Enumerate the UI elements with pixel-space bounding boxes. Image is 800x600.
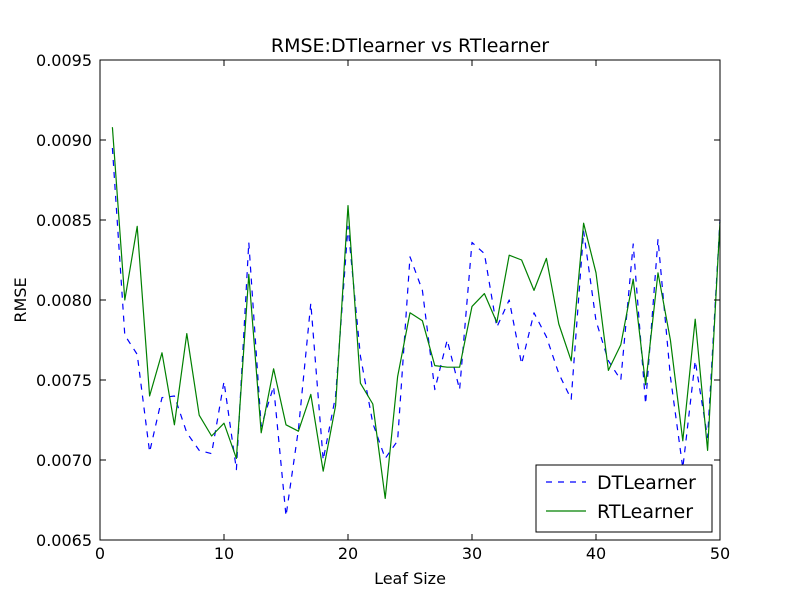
plot-frame: [99, 59, 721, 541]
axis-ticks: 0 10 20 30 40 50 0.0065 0.0070 0.0075 0.0080 0.008…: [36, 51, 730, 563]
y-axis-title: RMSE: [11, 277, 30, 322]
y-tick-label: 0.0075: [36, 371, 92, 390]
x-tick-label: 20: [338, 544, 358, 563]
chart-title: RMSE:DTlearner vs RTlearner: [271, 35, 549, 57]
x-tick-label: 30: [462, 544, 482, 563]
legend: DTLearner RTLearner: [535, 464, 713, 533]
plot-area: [100, 60, 720, 540]
y-tick-label: 0.0065: [36, 531, 92, 550]
y-tick-label: 0.0085: [36, 211, 92, 230]
y-tick-label: 0.0090: [36, 131, 92, 150]
x-tick-label: 40: [586, 544, 606, 563]
y-tick-label: 0.0070: [36, 451, 92, 470]
x-tick-label: 10: [214, 544, 234, 563]
legend-label-rtlearner: RTLearner: [597, 501, 693, 523]
legend-box: [535, 464, 713, 533]
y-tick-label: 0.0095: [36, 51, 92, 70]
x-axis-title: Leaf Size: [374, 569, 446, 588]
x-tick-label: 0: [95, 544, 105, 563]
legend-label-dtlearner: DTLearner: [597, 472, 696, 494]
series-layer: [111, 127, 721, 517]
x-tick-label: 50: [710, 544, 730, 563]
series-line-rtlearner: [111, 127, 721, 499]
y-tick-label: 0.0080: [36, 291, 92, 310]
